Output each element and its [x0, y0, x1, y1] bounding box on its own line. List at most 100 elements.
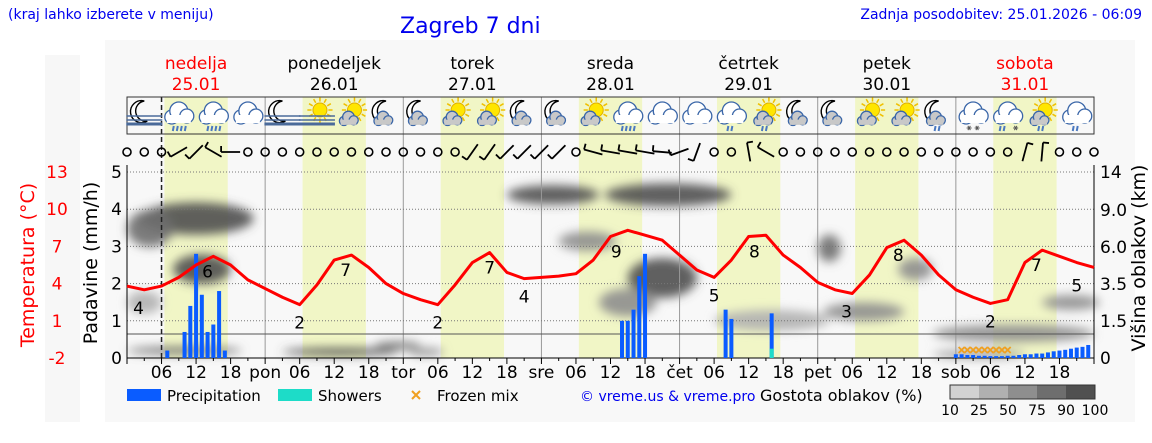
sun-ray: [757, 103, 763, 107]
cloud-blob: [409, 347, 444, 356]
sun-ray: [1033, 103, 1039, 107]
sun-ray: [358, 98, 362, 104]
sun-fog-icon: [298, 97, 335, 126]
wind-barb-icon: [204, 141, 223, 158]
cross-stroke: [981, 346, 989, 354]
precipitation-bar: [1057, 350, 1062, 358]
wind-barb-icon: [547, 144, 567, 160]
moon-cloud-icon: [371, 99, 394, 127]
wind-calm-icon: [968, 147, 978, 157]
precipitation-bar: [976, 355, 981, 358]
temperature-label: 2: [294, 314, 305, 334]
sun-ray: [464, 103, 470, 107]
day-name: nedelja: [165, 54, 227, 74]
temp-axis-title: Temperatura (°C): [17, 183, 39, 348]
temp-tick-label: 1: [52, 312, 63, 332]
x-tick-label: 06: [841, 363, 863, 383]
sun-ray: [361, 113, 366, 117]
precipitation-bar: [959, 354, 964, 358]
sun-ray: [343, 103, 348, 107]
rain-drop: [1041, 125, 1045, 132]
wind-barb-icon: [529, 144, 549, 160]
wind-calm-icon: [795, 147, 806, 157]
cross-stroke: [986, 346, 995, 354]
cross-stroke: [992, 346, 1000, 354]
precipitation-bar: [194, 253, 199, 358]
wind-barb-feather: [166, 151, 172, 158]
sun-ray: [910, 116, 915, 122]
precipitation-bar: [1045, 352, 1050, 358]
density-scale-label: 50: [999, 403, 1017, 419]
legend-frozen-mix-label: Frozen mix: [437, 387, 519, 405]
sun-ray: [772, 116, 776, 122]
x-tick-label: 12: [1014, 363, 1036, 383]
precip-tick-label: 0: [111, 349, 122, 369]
sun-ray: [895, 103, 901, 107]
wind-calm-icon: [1089, 147, 1099, 157]
temperature-label: 5: [1071, 276, 1082, 296]
sun-ray: [861, 103, 866, 107]
day-date: 30.01: [862, 75, 911, 95]
precipitation-bar: [1086, 344, 1091, 358]
rain-drop: [206, 125, 210, 132]
cloud-light-rain-icon: [716, 101, 748, 132]
cloud-sleet-icon: [993, 101, 1024, 132]
cloud-blob: [817, 234, 841, 262]
precipitation-bar: [1068, 348, 1073, 358]
wind-barb-shaft: [483, 143, 496, 161]
precip-tick-label: 4: [111, 200, 122, 220]
cloud-base: [201, 115, 226, 123]
wind-barb-icon: [746, 140, 754, 162]
wind-barb-icon: [166, 146, 188, 158]
day-name: petek: [863, 54, 911, 74]
legend-density-title: Gostota oblakov (%): [760, 386, 923, 405]
precipitation-bar: [729, 318, 734, 358]
moon-crescent: [267, 99, 286, 124]
rain-drop: [730, 125, 734, 132]
cloud-icon: [647, 101, 678, 125]
rain-drop: [726, 125, 730, 132]
precipitation-bar: [723, 309, 728, 358]
x-tick-label: 12: [185, 363, 207, 383]
wind-barb-shaft: [170, 146, 188, 158]
temperature-label: 3: [841, 303, 852, 323]
wind-calm-icon: [933, 147, 944, 157]
cloud-base: [824, 119, 840, 125]
cloud-blob: [598, 288, 657, 317]
temperature-label: 2: [432, 314, 443, 334]
x-tick-label: 12: [876, 363, 898, 383]
temperature-label: 7: [340, 261, 351, 281]
precipitation-bar: [982, 355, 987, 358]
rain-drop: [998, 125, 1002, 132]
legend-showers-label: Showers: [318, 387, 382, 405]
density-scale-label: 90: [1057, 403, 1075, 419]
wind-calm-icon: [1071, 147, 1082, 157]
rain-drop: [764, 125, 768, 132]
temp-tick-label: 10: [46, 200, 68, 220]
x-tick-label: sob: [941, 363, 971, 383]
sun-ray: [446, 103, 452, 107]
wind-calm-icon: [312, 147, 322, 157]
snow-flake-icon: [1013, 125, 1019, 131]
showers-bar: [769, 348, 774, 358]
cloud-base: [995, 115, 1020, 123]
wind-barb-shaft: [516, 144, 532, 160]
cross-stroke: [1004, 346, 1012, 354]
wind-barb-feather: [184, 153, 190, 160]
x-tick-label: 18: [1049, 363, 1071, 383]
moon-fog-icon: [126, 99, 163, 126]
precipitation-bar: [1005, 355, 1010, 358]
rain-drop: [628, 125, 632, 132]
density-scale-border: [949, 384, 1096, 400]
moon-cloud-icon: [544, 99, 567, 127]
x-tick-label: 12: [323, 363, 345, 383]
wind-barb-shaft: [618, 149, 638, 155]
wind-calm-icon: [433, 147, 443, 157]
cloud-base: [789, 119, 806, 125]
copyright-link[interactable]: © vreme.us & vreme.pro: [580, 389, 755, 405]
precipitation-bar: [965, 355, 970, 358]
wind-calm-icon: [398, 147, 409, 157]
cloud-height-tick-label: 1.5: [1100, 312, 1127, 332]
cross-stroke: [998, 346, 1006, 354]
sun-ray: [865, 98, 869, 104]
